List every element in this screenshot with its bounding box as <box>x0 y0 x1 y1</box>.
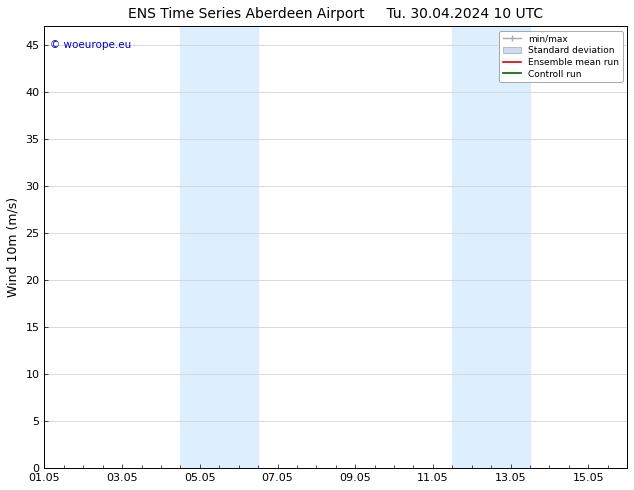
Legend: min/max, Standard deviation, Ensemble mean run, Controll run: min/max, Standard deviation, Ensemble me… <box>499 31 623 82</box>
Y-axis label: Wind 10m (m/s): Wind 10m (m/s) <box>7 197 20 297</box>
Text: © woeurope.eu: © woeurope.eu <box>50 40 132 49</box>
Bar <box>181 26 258 468</box>
Title: ENS Time Series Aberdeen Airport     Tu. 30.04.2024 10 UTC: ENS Time Series Aberdeen Airport Tu. 30.… <box>128 7 543 21</box>
Bar <box>452 26 530 468</box>
